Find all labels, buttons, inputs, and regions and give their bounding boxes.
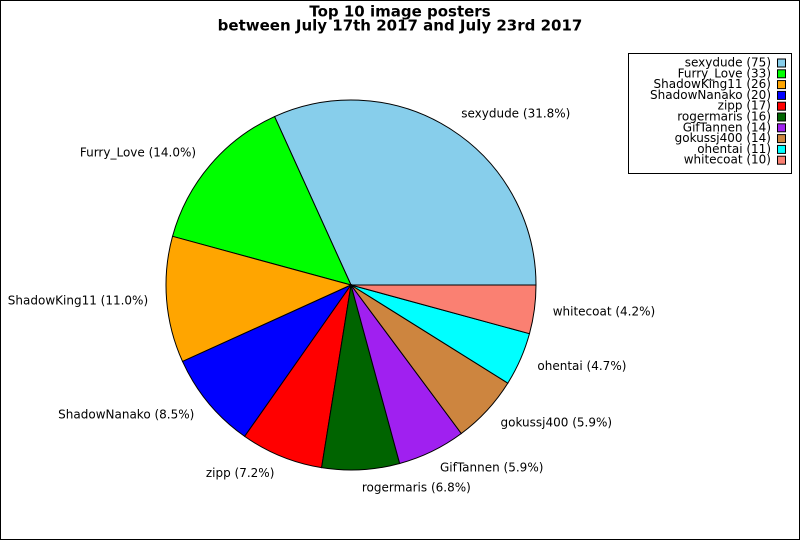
legend-swatch [777, 155, 786, 165]
chart-title: Top 10 image posters [309, 3, 490, 21]
legend-label: zipp (17) [718, 99, 771, 113]
pie-slice [350, 284, 537, 335]
legend-swatch [777, 134, 786, 144]
slice-label: zipp (7.2%) [206, 466, 275, 480]
legend-box [628, 53, 792, 174]
legend-swatch [777, 80, 786, 90]
slice-label: Furry_Love (14.0%) [80, 146, 196, 160]
slice-label: rogermaris (6.8%) [362, 481, 471, 495]
chart-subtitle: between July 17th 2017 and July 23rd 201… [218, 17, 583, 35]
legend-swatch [777, 123, 786, 133]
legend-label: GifTannen (14) [683, 120, 771, 134]
slice-label: ohentai (4.7%) [537, 359, 626, 373]
legend-label: ohentai (11) [697, 142, 771, 156]
slice-label: sexydude (31.8%) [461, 106, 570, 120]
legend-label: gokussj400 (14) [675, 131, 771, 145]
legend-swatch [777, 90, 786, 100]
slice-label: whitecoat (4.2%) [553, 305, 656, 319]
legend-label: ShadowKing11 (26) [654, 77, 772, 91]
slice-label: ShadowNanako (8.5%) [58, 407, 194, 421]
pie-slice [273, 99, 537, 286]
legend-swatch [777, 101, 786, 111]
pie-slice [181, 283, 353, 438]
legend-swatch [777, 58, 786, 68]
legend-swatch [777, 144, 786, 154]
legend-label: sexydude (75) [685, 56, 771, 70]
slice-label: gokussj400 (5.9%) [501, 416, 613, 430]
legend-swatch [777, 112, 786, 122]
legend-label: whitecoat (10) [684, 153, 771, 167]
pie-slice [165, 235, 353, 363]
legend-label: rogermaris (16) [677, 110, 771, 124]
legend-label: Furry_Love (33) [678, 66, 771, 80]
slice-label: GifTannen (5.9%) [440, 461, 543, 475]
slice-label: ShadowKing11 (11.0%) [8, 294, 148, 308]
pie-slice [171, 115, 352, 286]
legend-swatch [777, 69, 786, 79]
legend-label: ShadowNanako (20) [650, 88, 771, 102]
